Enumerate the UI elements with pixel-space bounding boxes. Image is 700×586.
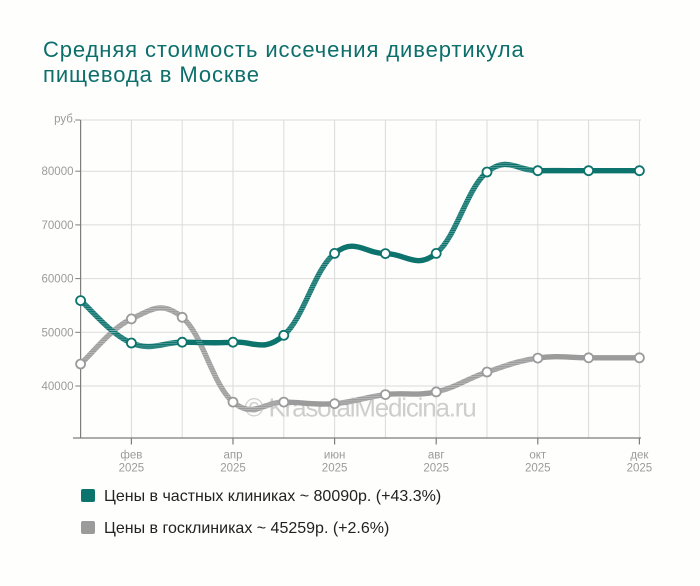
svg-text:2025: 2025 (220, 463, 246, 475)
svg-text:2025: 2025 (627, 463, 653, 475)
svg-text:2025: 2025 (423, 463, 449, 475)
svg-text:2025: 2025 (525, 463, 551, 475)
svg-text:апр: апр (223, 450, 242, 462)
svg-text:фев: фев (120, 450, 142, 462)
svg-text:дек: дек (630, 450, 649, 462)
svg-text:50000: 50000 (42, 327, 74, 339)
svg-text:руб.: руб. (54, 113, 76, 125)
svg-text:авг: авг (428, 450, 445, 462)
svg-text:окт: окт (529, 450, 547, 462)
svg-text:80000: 80000 (42, 166, 74, 178)
svg-text:60000: 60000 (42, 274, 74, 286)
svg-text:40000: 40000 (42, 381, 74, 393)
svg-text:2025: 2025 (119, 463, 145, 475)
svg-text:июн: июн (324, 450, 345, 462)
svg-text:2025: 2025 (322, 463, 348, 475)
svg-text:70000: 70000 (42, 220, 74, 232)
